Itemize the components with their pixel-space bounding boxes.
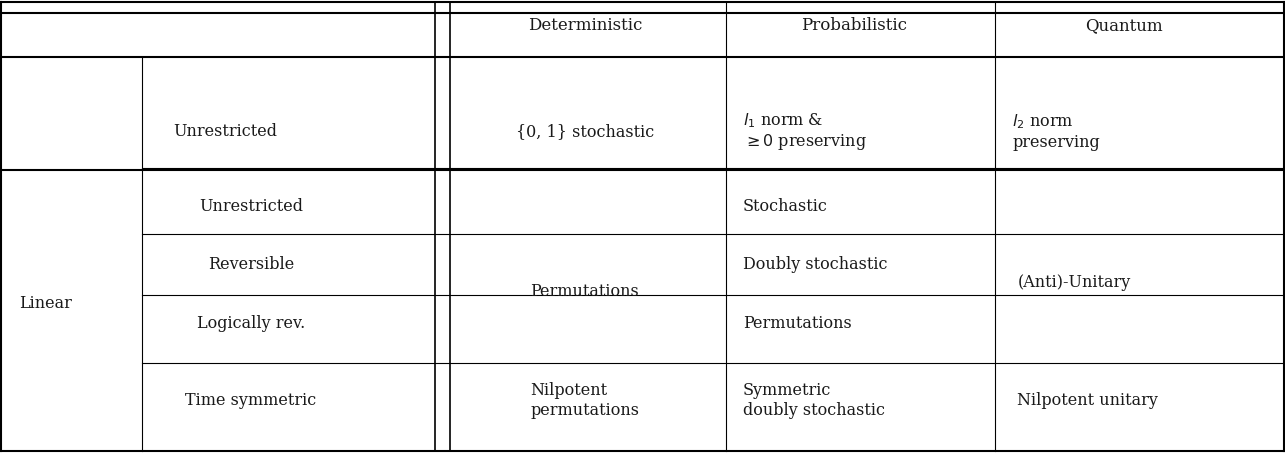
Text: Unrestricted: Unrestricted xyxy=(173,123,278,140)
Text: $l_2$ norm
preserving: $l_2$ norm preserving xyxy=(1013,112,1100,151)
Text: {0, 1} stochastic: {0, 1} stochastic xyxy=(515,123,654,140)
Text: Doubly stochastic: Doubly stochastic xyxy=(743,256,887,274)
Text: Nilpotent
permutations: Nilpotent permutations xyxy=(531,382,639,419)
Text: Probabilistic: Probabilistic xyxy=(802,17,907,34)
Text: Deterministic: Deterministic xyxy=(528,17,642,34)
Text: Nilpotent unitary: Nilpotent unitary xyxy=(1018,392,1158,409)
Text: Symmetric
doubly stochastic: Symmetric doubly stochastic xyxy=(743,382,884,419)
Text: Stochastic: Stochastic xyxy=(743,198,828,215)
Text: Unrestricted: Unrestricted xyxy=(199,198,303,215)
Text: Logically rev.: Logically rev. xyxy=(197,315,305,332)
Text: $l_1$ norm &
$\geq 0$ preserving: $l_1$ norm & $\geq 0$ preserving xyxy=(743,111,866,152)
Text: Reversible: Reversible xyxy=(208,256,294,274)
Text: Permutations: Permutations xyxy=(531,284,639,300)
Text: Permutations: Permutations xyxy=(743,315,852,332)
Text: Linear: Linear xyxy=(19,295,72,312)
Text: Time symmetric: Time symmetric xyxy=(185,392,316,409)
Text: Quantum: Quantum xyxy=(1085,17,1163,34)
Text: (Anti)-Unitary: (Anti)-Unitary xyxy=(1018,275,1131,291)
